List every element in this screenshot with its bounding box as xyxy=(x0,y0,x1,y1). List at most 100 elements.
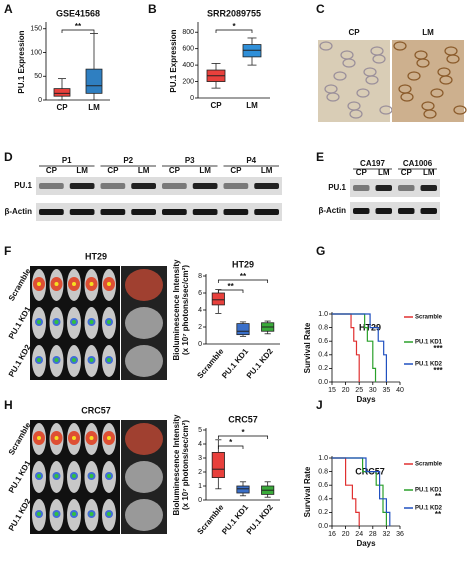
box xyxy=(236,323,250,336)
y-tick-label: 0.2 xyxy=(318,509,328,516)
survival-curve xyxy=(332,457,387,526)
x-tick-label: 30 xyxy=(369,387,377,394)
x-tick-label: CP xyxy=(210,101,222,110)
chart-title: CRC57 xyxy=(228,414,258,424)
signal-core xyxy=(54,474,59,478)
ihc-gland xyxy=(356,88,370,98)
significance-bracket xyxy=(217,445,244,449)
y-tick-label: 3 xyxy=(198,455,202,462)
survival-curve xyxy=(332,457,391,526)
ihc-gland xyxy=(340,50,354,60)
chart-title: GSE41568 xyxy=(56,8,100,18)
significance: *** xyxy=(433,366,443,375)
panel-label: A xyxy=(4,2,13,16)
significance-bracket xyxy=(217,289,244,293)
ihc-gland xyxy=(370,46,384,56)
signal-core xyxy=(72,512,76,516)
signal-core xyxy=(54,512,59,516)
signal-core xyxy=(107,512,111,516)
significance: *** xyxy=(433,344,443,353)
x-tick-label: 20 xyxy=(342,387,350,394)
x-tick-label: 35 xyxy=(383,387,391,394)
signal-core xyxy=(72,282,76,286)
y-tick-label: 1.0 xyxy=(318,455,328,462)
blot-row-label: PU.1 xyxy=(14,181,32,190)
organ xyxy=(125,423,163,455)
y-tick-label: 0 xyxy=(198,497,202,504)
signal-core xyxy=(37,512,41,516)
y-axis-label: Survival Rate xyxy=(303,466,312,517)
box xyxy=(236,485,250,494)
organ xyxy=(125,307,163,339)
x-tick-label: 16 xyxy=(328,531,336,538)
organ xyxy=(125,345,163,377)
y-tick-label: 0 xyxy=(190,95,194,102)
blot-group: P4 xyxy=(246,156,256,165)
signal-core xyxy=(89,474,94,478)
ihc-gland xyxy=(398,84,412,94)
y-tick-label: 6 xyxy=(198,290,202,297)
signal-core xyxy=(72,320,76,324)
ihc-gland xyxy=(430,88,444,98)
y-tick-label: 0 xyxy=(198,341,202,348)
x-tick-label: LM xyxy=(246,101,258,110)
signal-core xyxy=(72,358,76,362)
y-tick-label: 100 xyxy=(30,49,42,56)
y-axis-label: Bioluminescence Intensity xyxy=(172,414,181,515)
y-axis-label: (x 10⁷ photons/sec/cm²) xyxy=(181,420,190,510)
ihc-label: LM xyxy=(422,28,434,37)
y-tick-label: 8 xyxy=(198,273,202,280)
chart-title: SRR2089755 xyxy=(207,8,261,18)
panel-label: D xyxy=(4,150,13,164)
legend-label: PU.1 KD2 xyxy=(415,506,443,512)
blot-row-label: β-Actin xyxy=(318,206,346,215)
blot-band xyxy=(192,183,218,189)
blot-band xyxy=(223,183,249,189)
signal-core xyxy=(37,474,41,478)
y-tick-label: 600 xyxy=(182,46,194,53)
x-tick-label: 32 xyxy=(383,531,391,538)
ihc-gland xyxy=(363,67,377,77)
panel-label: G xyxy=(316,244,325,258)
survival-curve xyxy=(332,313,377,382)
blot-band xyxy=(69,209,95,215)
signal-core xyxy=(107,436,111,440)
blot-strip xyxy=(36,177,282,195)
y-tick-label: 1.0 xyxy=(318,311,328,318)
x-tick-label: CP xyxy=(56,103,68,112)
y-tick-label: 0.6 xyxy=(318,482,328,489)
blot-strip xyxy=(350,202,440,220)
survival-curve xyxy=(332,457,360,526)
signal-core xyxy=(37,320,41,324)
signal-core xyxy=(89,282,94,286)
blot-lane: CP xyxy=(230,166,242,175)
x-axis-label: Days xyxy=(356,539,376,548)
y-tick-label: 0.8 xyxy=(318,324,328,331)
ihc-gland xyxy=(333,71,347,81)
x-tick-label: 40 xyxy=(396,387,404,394)
blot-band xyxy=(420,208,437,214)
significance: * xyxy=(232,22,236,31)
blot-lane: LM xyxy=(76,166,88,175)
blot-band xyxy=(162,209,187,215)
x-tick-label: 15 xyxy=(328,387,336,394)
blot-group: P3 xyxy=(185,156,195,165)
blot-band xyxy=(254,209,279,215)
y-tick-label: 400 xyxy=(182,62,194,69)
blot-row-label: β-Actin xyxy=(4,207,32,216)
blot-band xyxy=(398,208,415,214)
significance-bracket xyxy=(61,29,95,33)
panel-label: E xyxy=(316,150,324,164)
significance: ** xyxy=(228,282,235,291)
y-tick-label: 2 xyxy=(198,469,202,476)
legend-label: PU.1 KD1 xyxy=(415,488,443,494)
significance-bracket xyxy=(215,29,253,33)
signal-core xyxy=(54,320,59,324)
signal-core xyxy=(72,436,76,440)
blot-band xyxy=(131,209,156,215)
x-tick-label: 36 xyxy=(396,531,404,538)
blot-band xyxy=(69,183,95,189)
panel-label: F xyxy=(4,244,11,258)
signal-core xyxy=(54,282,59,286)
